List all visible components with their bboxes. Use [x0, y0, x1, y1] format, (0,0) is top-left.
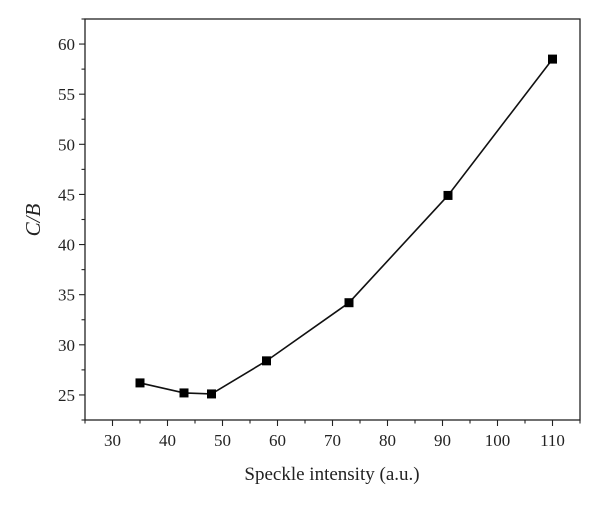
- plot-frame: [84, 18, 581, 421]
- data-point: [548, 54, 557, 64]
- x-tick-label: 50: [214, 431, 231, 450]
- data-point: [262, 356, 271, 366]
- x-tick-label: 80: [379, 431, 396, 450]
- x-tick-label: 100: [485, 431, 511, 450]
- x-tick-label: 30: [104, 431, 121, 450]
- series-markers: [135, 54, 557, 399]
- y-tick-label: 25: [58, 386, 75, 405]
- data-point: [344, 298, 354, 308]
- data-point: [207, 389, 216, 399]
- y-axis-label: C/B: [21, 203, 45, 236]
- x-axis-label: Speckle intensity (a.u.): [244, 464, 419, 485]
- x-tick-label: 60: [269, 431, 286, 450]
- series-line: [139, 58, 554, 395]
- x-axis: 30 40 50 60 70 80 90 100 110: [84, 420, 581, 450]
- data-point: [135, 378, 145, 388]
- x-tick-label: 70: [324, 431, 341, 450]
- y-tick-label: 30: [58, 336, 75, 355]
- x-tick-label: 40: [159, 431, 176, 450]
- y-tick-label: 45: [58, 185, 75, 204]
- y-tick-label: 55: [58, 85, 75, 104]
- data-point: [443, 190, 453, 200]
- y-tick-label: 60: [58, 35, 75, 54]
- x-tick-label: 90: [434, 431, 451, 450]
- data-point: [179, 388, 189, 398]
- y-axis: 25 30 35 40 45 50 55 60: [58, 18, 85, 421]
- y-tick-label: 35: [58, 286, 75, 305]
- y-tick-label: 40: [58, 236, 75, 255]
- y-tick-label: 50: [58, 135, 75, 154]
- x-tick-label: 110: [540, 431, 565, 450]
